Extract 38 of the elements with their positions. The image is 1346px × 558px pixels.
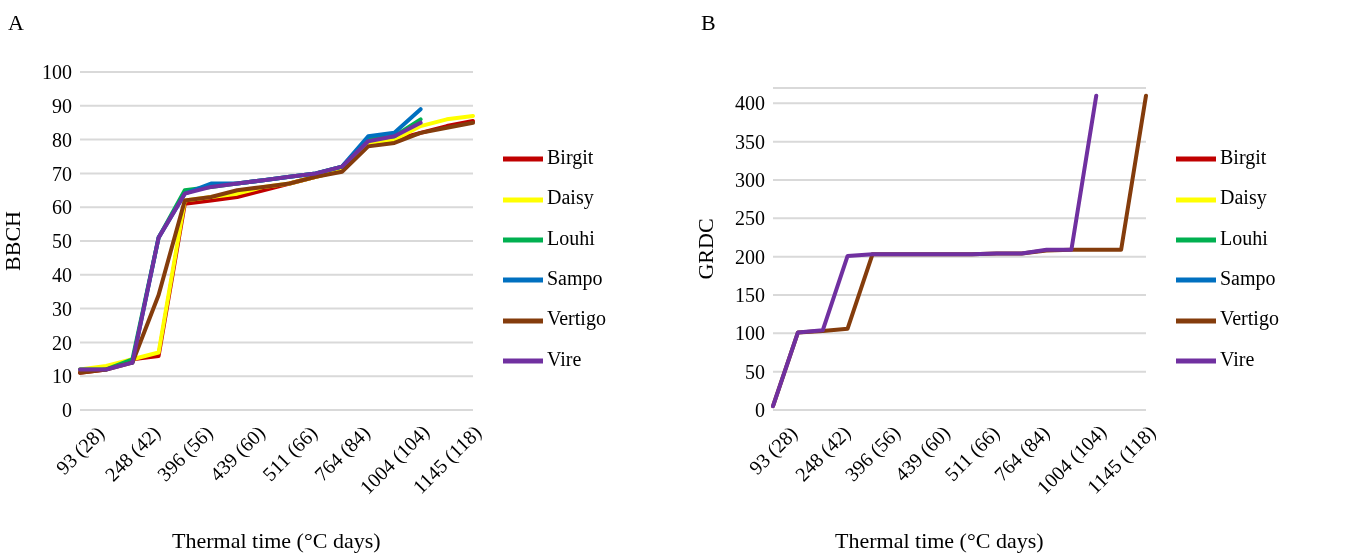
y-tick-label: 0 — [62, 399, 72, 422]
y-tick-label: 350 — [735, 130, 765, 153]
y-tick-label: 0 — [755, 399, 765, 422]
legend-label: Daisy — [1220, 186, 1267, 209]
y-tick-label: 200 — [735, 245, 765, 268]
y-tick-label: 60 — [52, 196, 72, 219]
y-tick-label: 80 — [52, 128, 72, 151]
legend-label: Vire — [1220, 347, 1255, 370]
y-tick-label: 50 — [745, 360, 765, 383]
y-tick-label: 90 — [52, 94, 72, 117]
y-axis-title: GRDC — [692, 218, 718, 280]
y-tick-label: 100 — [42, 61, 72, 84]
y-tick-label: 10 — [52, 365, 72, 388]
legend-label: Sampo — [547, 267, 603, 289]
y-tick-label: 250 — [735, 207, 765, 230]
legend-label: Louhi — [547, 226, 595, 249]
legend-label: Vertigo — [1220, 307, 1279, 330]
legend-label: Vertigo — [547, 307, 606, 330]
y-tick-label: 100 — [735, 322, 765, 345]
legend-label: Daisy — [547, 186, 594, 209]
y-tick-label: 20 — [52, 331, 72, 354]
legend-label: Vire — [547, 347, 582, 370]
legend-label: Louhi — [1220, 226, 1268, 249]
legend-label: Birgit — [1220, 145, 1267, 168]
chart-title: B — [701, 10, 716, 36]
y-tick-label: 50 — [52, 230, 72, 253]
y-tick-label: 400 — [735, 92, 765, 115]
y-tick-label: 300 — [735, 169, 765, 192]
y-tick-label: 150 — [735, 284, 765, 307]
y-tick-label: 30 — [52, 297, 72, 320]
y-tick-label: 40 — [52, 263, 72, 286]
x-axis-title: Thermal time (°C days) — [172, 528, 381, 554]
legend-label: Sampo — [1220, 267, 1276, 289]
chart-title: A — [8, 10, 24, 36]
y-axis-title: BBCH — [0, 210, 25, 271]
y-tick-label: 70 — [52, 162, 72, 185]
x-axis-title: Thermal time (°C days) — [835, 528, 1044, 554]
legend-label: Birgit — [547, 145, 594, 168]
